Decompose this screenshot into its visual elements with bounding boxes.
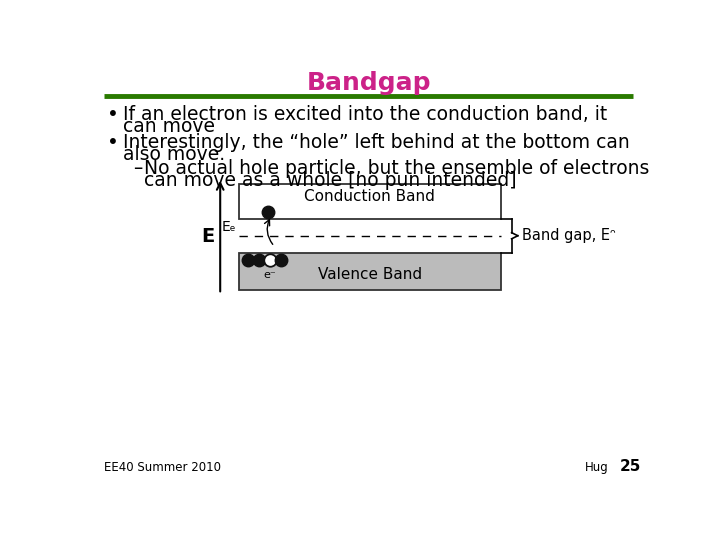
Text: E: E xyxy=(201,227,215,246)
Text: Valence Band: Valence Band xyxy=(318,267,422,282)
Text: 25: 25 xyxy=(619,460,641,475)
Text: can move: can move xyxy=(122,117,215,136)
Text: Eₑ: Eₑ xyxy=(222,220,236,234)
Text: can move as a whole [no pun intended]: can move as a whole [no pun intended] xyxy=(144,171,517,190)
Text: Band gap, Eᵔ: Band gap, Eᵔ xyxy=(523,228,616,243)
Bar xyxy=(239,253,500,289)
Text: •: • xyxy=(107,132,119,152)
Text: No actual hole particle, but the ensemble of electrons: No actual hole particle, but the ensembl… xyxy=(144,159,649,178)
Text: Bandgap: Bandgap xyxy=(307,71,431,95)
Text: Interestingly, the “hole” left behind at the bottom can: Interestingly, the “hole” left behind at… xyxy=(122,132,629,152)
Text: Conduction Band: Conduction Band xyxy=(305,190,435,204)
Text: If an electron is excited into the conduction band, it: If an electron is excited into the condu… xyxy=(122,105,607,124)
Text: EE40 Summer 2010: EE40 Summer 2010 xyxy=(104,462,221,475)
Text: Hug: Hug xyxy=(585,462,608,475)
FancyArrowPatch shape xyxy=(264,220,273,245)
Text: e⁻: e⁻ xyxy=(264,269,276,280)
Text: •: • xyxy=(107,105,119,124)
Text: –: – xyxy=(132,159,142,178)
Text: also move.: also move. xyxy=(122,145,225,164)
Bar xyxy=(239,184,500,219)
